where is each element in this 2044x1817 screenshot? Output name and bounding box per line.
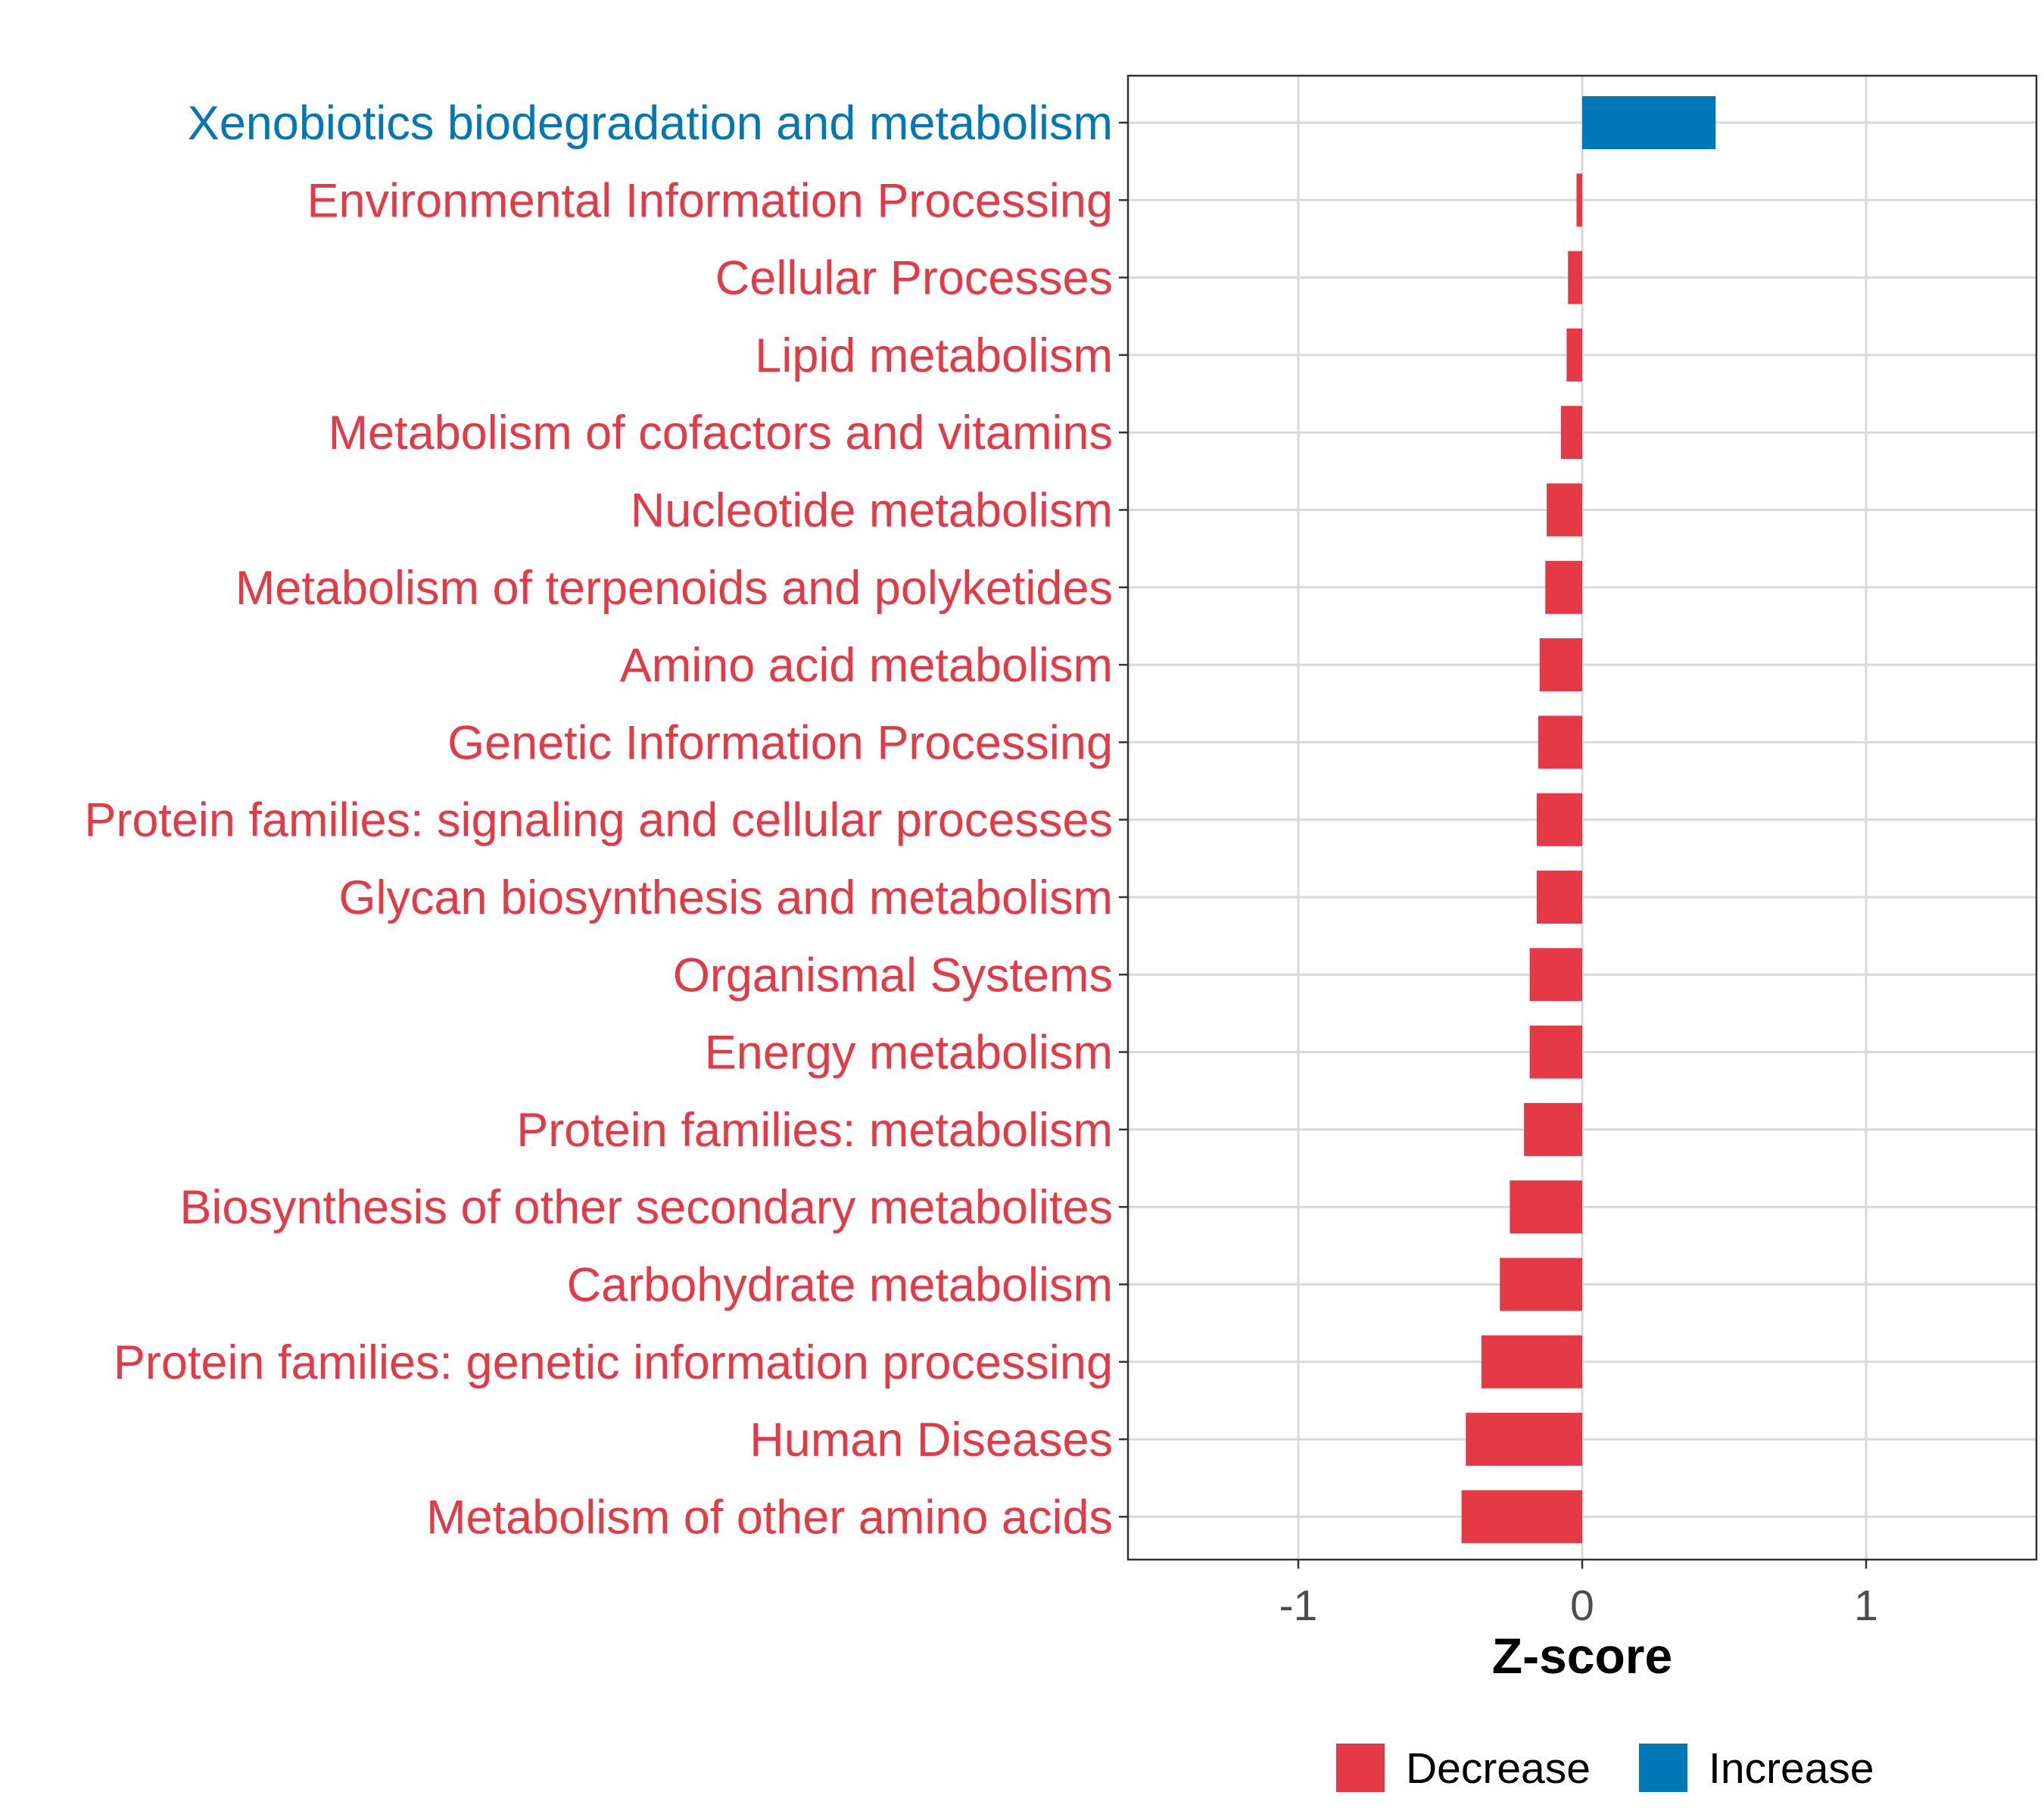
legend-swatch <box>1336 1744 1385 1792</box>
bar <box>1529 1025 1582 1079</box>
category-label: Human Diseases <box>749 1413 1113 1466</box>
x-tick-label: -1 <box>1279 1582 1318 1630</box>
legend: Decrease Increase <box>1336 1744 1874 1793</box>
bar <box>1566 328 1582 382</box>
category-label: Metabolism of other amino acids <box>426 1491 1113 1544</box>
category-label: Cellular Processes <box>715 252 1113 305</box>
bars <box>1461 96 1716 1544</box>
category-label: Energy metabolism <box>705 1027 1113 1080</box>
category-label: Protein families: metabolism <box>516 1104 1113 1157</box>
x-tick-label: 1 <box>1854 1582 1878 1630</box>
category-label: Metabolism of terpenoids and polyketides <box>235 562 1113 615</box>
category-label: Glycan biosynthesis and metabolism <box>339 871 1114 924</box>
bar <box>1568 251 1582 304</box>
bar <box>1524 1102 1582 1156</box>
legend-swatch <box>1639 1744 1687 1792</box>
bar <box>1582 96 1716 149</box>
legend-label: Increase <box>1709 1744 1874 1793</box>
bar <box>1529 948 1582 1002</box>
bar <box>1500 1258 1582 1311</box>
bar <box>1510 1180 1582 1234</box>
category-label: Environmental Information Processing <box>307 174 1113 227</box>
category-label: Nucleotide metabolism <box>631 485 1113 538</box>
y-axis-category-labels: Xenobiotics biodegradation and metabolis… <box>84 97 1113 1544</box>
category-label: Amino acid metabolism <box>620 639 1113 692</box>
category-label: Genetic Information Processing <box>447 716 1113 769</box>
x-tick-label: 0 <box>1570 1582 1594 1630</box>
category-label: Metabolism of cofactors and vitamins <box>329 407 1113 460</box>
bar <box>1545 560 1582 614</box>
bar <box>1481 1335 1582 1388</box>
bar <box>1547 483 1582 537</box>
x-axis-ticks: -1 0 1 <box>1279 1560 1878 1630</box>
x-axis-title: Z-score <box>1492 1628 1672 1684</box>
y-axis-ticks <box>1119 121 1128 1518</box>
legend-label: Decrease <box>1406 1744 1591 1793</box>
bar <box>1537 871 1582 924</box>
bar <box>1537 793 1582 846</box>
bar <box>1539 638 1582 692</box>
category-label: Carbohydrate metabolism <box>567 1259 1113 1312</box>
bar <box>1461 1490 1582 1544</box>
bar <box>1576 173 1582 227</box>
bar <box>1560 406 1582 460</box>
category-label: Organismal Systems <box>673 949 1113 1002</box>
bar <box>1466 1413 1582 1466</box>
category-label: Lipid metabolism <box>755 329 1113 382</box>
category-label: Protein families: genetic information pr… <box>114 1336 1113 1389</box>
category-label: Protein families: signaling and cellular… <box>84 794 1113 847</box>
bar <box>1538 715 1582 769</box>
category-label: Xenobiotics biodegradation and metabolis… <box>188 97 1113 150</box>
category-label: Biosynthesis of other secondary metaboli… <box>179 1181 1113 1234</box>
